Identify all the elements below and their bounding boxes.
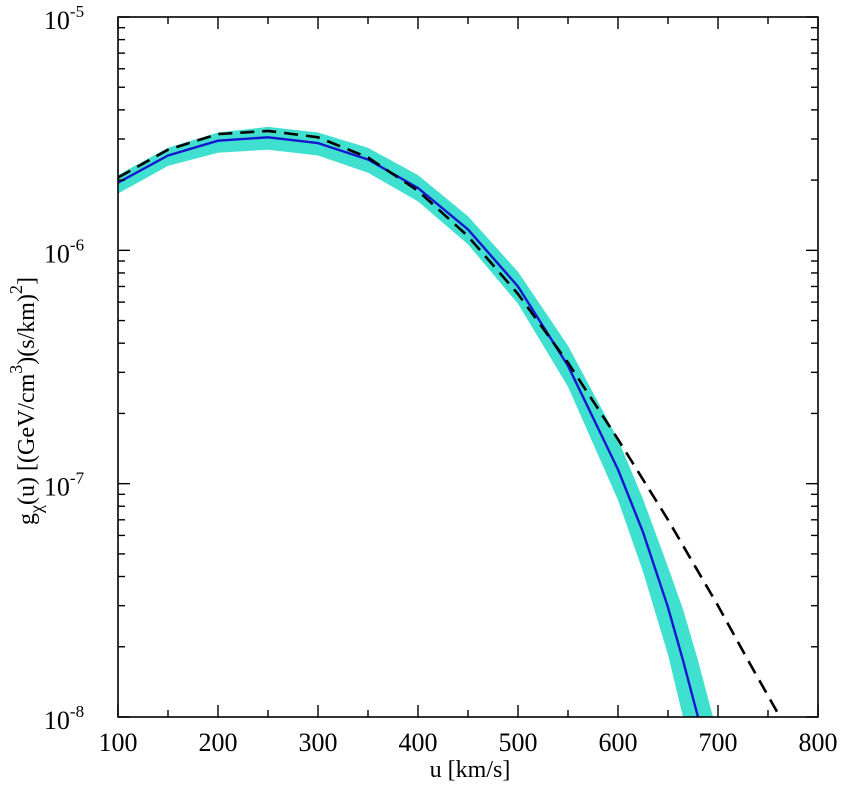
x-tick-labels: 100 200 300 400 500 600 700 800: [99, 728, 838, 757]
y-tick-label-exponent: -7: [70, 469, 85, 488]
y-tick-label-base: 10: [44, 6, 70, 35]
y-tick-label: 10-6: [44, 235, 84, 268]
uncertainty-band: [118, 126, 713, 717]
x-tick-label: 700: [699, 728, 738, 757]
y-axis-title: gχ(u) [(GeV/cm3)(s/km)2]: [6, 277, 46, 525]
y-axis-title-text2: )(s/km): [14, 294, 40, 365]
y-tick-label-base: 10: [44, 706, 70, 735]
y-tick-label: 10-7: [44, 469, 85, 502]
x-tick-label: 800: [799, 728, 838, 757]
y-tick-label-base: 10: [44, 473, 70, 502]
solid-curve: [118, 136, 700, 717]
x-axis-title: u [km/s]: [430, 757, 511, 783]
dashed-curve: [118, 129, 782, 717]
plot-area: [118, 126, 782, 717]
y-axis-title-text3: ]: [14, 277, 40, 285]
y-tick-label-exponent: -6: [70, 235, 84, 254]
x-tick-label: 600: [599, 728, 638, 757]
x-tick-label: 200: [199, 728, 238, 757]
y-tick-labels: 10-810-710-610-5: [44, 2, 85, 735]
y-axis-title-text1: (u) [(GeV/cm: [14, 373, 40, 505]
y-tick-label: 10-8: [44, 702, 84, 735]
y-tick-label-exponent: -5: [70, 2, 84, 21]
y-tick-label-exponent: -8: [70, 702, 84, 721]
y-tick-label-base: 10: [44, 239, 70, 268]
y-axis-title-sup1: 3: [6, 365, 26, 374]
plot-frame: [117, 16, 819, 718]
y-axis-title-sub: χ: [26, 505, 46, 514]
x-tick-label: 400: [399, 728, 438, 757]
axis-ticks: [117, 16, 819, 718]
y-tick-label: 10-5: [44, 2, 84, 35]
uncertainty-band-layer: [118, 126, 713, 717]
series-lines-layer: [118, 129, 782, 717]
x-tick-label: 300: [299, 728, 338, 757]
y-axis-title-base: g: [14, 513, 40, 525]
y-axis-title-sup2: 2: [6, 285, 26, 294]
x-tick-label: 500: [499, 728, 538, 757]
x-tick-label: 100: [99, 728, 138, 757]
